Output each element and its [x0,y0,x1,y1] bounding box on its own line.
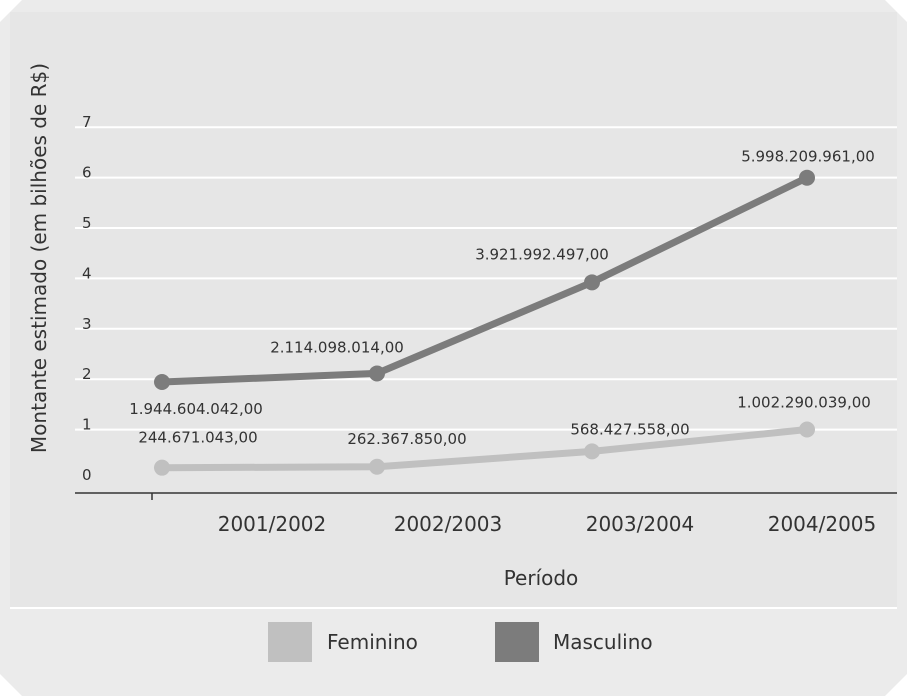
data-point-feminino [369,458,385,475]
data-point-feminino [154,459,170,476]
data-label-masculino: 1.944.604.042,00 [129,400,263,418]
y-tick-label: 3 [82,315,92,333]
series-line-masculino [158,174,811,386]
y-tick-label: 0 [82,466,92,484]
legend-swatch-masculino [495,622,539,662]
gridlines [75,126,897,431]
data-label-masculino: 3.921.992.497,00 [475,245,609,263]
data-label-masculino: 2.114.098.014,00 [270,338,404,356]
y-tick-label: 4 [82,264,92,282]
data-point-masculino [584,274,600,291]
legend-label-feminino: Feminino [327,630,418,654]
plot-area [10,12,897,608]
y-tick-label: 1 [82,416,92,434]
x-tick-labels: 2001/2002 2002/2003 2003/2004 2004/2005 [218,512,877,536]
data-point-feminino [799,421,815,438]
series [154,169,815,476]
data-label-feminino: 244.671.043,00 [138,429,257,447]
x-tick-label: 2002/2003 [394,512,503,536]
data-label-feminino: 262.367.850,00 [347,430,466,448]
legend: Feminino Masculino [268,622,653,662]
data-point-masculino [799,169,815,186]
y-tick-label: 5 [82,214,92,232]
data-label-masculino: 5.998.209.961,00 [741,148,875,166]
data-point-feminino [584,443,600,460]
x-tick-label: 2004/2005 [768,512,877,536]
x-tick-label: 2003/2004 [586,512,695,536]
x-tick-label: 2001/2002 [218,512,327,536]
y-tick-labels: 0 1 2 3 4 5 6 7 [82,113,92,484]
legend-label-masculino: Masculino [553,630,653,654]
y-axis-title: Montante estimado (em bilhões de R$) [27,63,51,453]
legend-swatch-feminino [268,622,312,662]
series-line-feminino [158,426,811,472]
data-label-feminino: 1.002.290.039,00 [737,393,871,411]
data-point-masculino [369,365,385,382]
x-axis-title: Período [504,566,579,590]
data-label-feminino: 568.427.558,00 [570,420,689,438]
y-tick-label: 6 [82,164,92,182]
y-tick-label: 7 [82,113,92,131]
y-tick-label: 2 [82,365,92,383]
data-labels: 244.671.043,00 262.367.850,00 568.427.558,… [129,148,875,448]
data-point-masculino [154,373,170,390]
